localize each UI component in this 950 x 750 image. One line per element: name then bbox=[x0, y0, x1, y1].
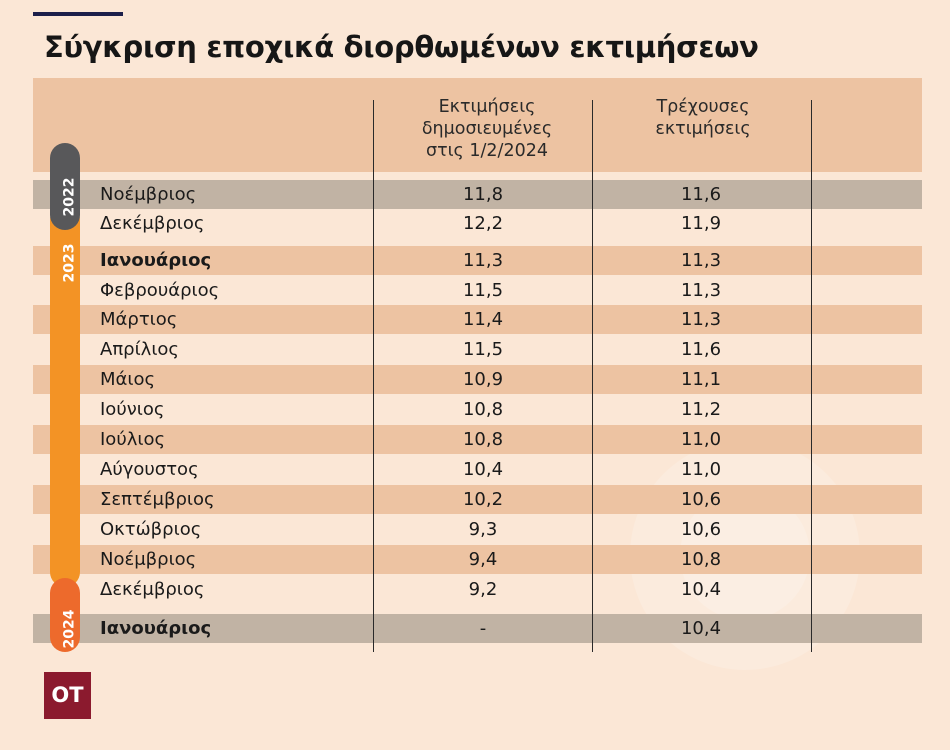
row-published-value: 11,4 bbox=[462, 309, 504, 330]
row-band-2023-jan bbox=[33, 246, 922, 275]
column-divider-3 bbox=[811, 100, 812, 652]
row-current-value: 11,6 bbox=[680, 184, 722, 205]
row-published-value: 10,9 bbox=[462, 369, 504, 390]
column-header-current-line-1: Τρέχουσες bbox=[656, 97, 750, 117]
row-band-2023-sep bbox=[33, 485, 922, 514]
row-month: Απρίλιος bbox=[100, 339, 179, 360]
row-published-value: 10,4 bbox=[462, 459, 504, 480]
row-published-value: 11,5 bbox=[462, 280, 504, 301]
row-published-value: 11,3 bbox=[462, 250, 504, 271]
row-month: Σεπτέμβριος bbox=[100, 489, 215, 510]
row-published-value: - bbox=[479, 618, 487, 639]
row-band-2023-nov bbox=[33, 545, 922, 574]
row-current-value: 11,3 bbox=[680, 280, 722, 301]
row-current-value: 10,6 bbox=[680, 489, 722, 510]
row-published-value: 10,8 bbox=[462, 429, 504, 450]
year-pill-2024 bbox=[50, 578, 80, 652]
row-band-2022-nov bbox=[33, 180, 922, 209]
row-month: Δεκέμβριος bbox=[100, 579, 205, 600]
column-header-published: Εκτιμήσεις δημοσιευμένες στις 1/2/2024 bbox=[387, 96, 587, 162]
row-month: Φεβρουάριος bbox=[100, 280, 220, 301]
year-pill-2022 bbox=[50, 143, 80, 230]
row-published-value: 9,3 bbox=[468, 519, 498, 540]
row-band-2023-may bbox=[33, 365, 922, 394]
column-header-published-line-1: Εκτιμήσεις bbox=[438, 97, 536, 117]
row-month: Νοέμβριος bbox=[100, 184, 197, 205]
year-label-2024-text: 2024 bbox=[61, 609, 78, 649]
table-header-background bbox=[33, 78, 922, 172]
row-current-value: 11,0 bbox=[680, 459, 722, 480]
page-title: Σύγκριση εποχικά διορθωμένων εκτιμήσεων bbox=[44, 30, 759, 64]
column-divider-2 bbox=[592, 100, 593, 652]
year-pill-2023 bbox=[50, 205, 80, 587]
row-band-2023-jul bbox=[33, 425, 922, 454]
row-month: Μάιος bbox=[100, 369, 156, 390]
row-month: Νοέμβριος bbox=[100, 549, 197, 570]
row-published-value: 10,2 bbox=[462, 489, 504, 510]
year-label-2023: 2023 bbox=[50, 244, 80, 283]
row-published-value: 11,5 bbox=[462, 339, 504, 360]
row-month: Μάρτιος bbox=[100, 309, 178, 330]
row-month: Ιανουάριος bbox=[100, 618, 212, 639]
year-label-2024: 2024 bbox=[50, 610, 80, 649]
column-divider-1 bbox=[373, 100, 374, 652]
column-header-current: Τρέχουσες εκτιμήσεις bbox=[603, 96, 803, 140]
row-month: Αύγουστος bbox=[100, 459, 199, 480]
row-month: Ιούνιος bbox=[100, 399, 165, 420]
row-published-value: 9,2 bbox=[468, 579, 498, 600]
row-current-value: 11,9 bbox=[680, 213, 722, 234]
year-label-2022: 2022 bbox=[50, 178, 80, 217]
row-published-value: 9,4 bbox=[468, 549, 498, 570]
row-current-value: 11,1 bbox=[680, 369, 722, 390]
row-current-value: 11,6 bbox=[680, 339, 722, 360]
row-current-value: 10,6 bbox=[680, 519, 722, 540]
row-current-value: 11,0 bbox=[680, 429, 722, 450]
row-current-value: 11,3 bbox=[680, 250, 722, 271]
year-label-2023-text: 2023 bbox=[61, 243, 78, 283]
row-current-value: 11,3 bbox=[680, 309, 722, 330]
row-month: Ιανουάριος bbox=[100, 250, 212, 271]
row-published-value: 10,8 bbox=[462, 399, 504, 420]
year-label-2022-text: 2022 bbox=[61, 177, 78, 217]
column-header-current-line-2: εκτιμήσεις bbox=[655, 119, 751, 139]
row-band-2024-jan bbox=[33, 614, 922, 643]
brand-logo: OT bbox=[44, 672, 91, 719]
row-current-value: 10,4 bbox=[680, 579, 722, 600]
row-month: Ιούλιος bbox=[100, 429, 166, 450]
row-published-value: 11,8 bbox=[462, 184, 504, 205]
row-published-value: 12,2 bbox=[462, 213, 504, 234]
row-month: Δεκέμβριος bbox=[100, 213, 205, 234]
row-current-value: 10,8 bbox=[680, 549, 722, 570]
row-current-value: 10,4 bbox=[680, 618, 722, 639]
row-month: Οκτώβριος bbox=[100, 519, 202, 540]
top-accent-bar bbox=[33, 12, 123, 16]
row-band-2023-mar bbox=[33, 305, 922, 334]
column-header-published-line-2: δημοσιευμένες bbox=[421, 119, 553, 139]
row-current-value: 11,2 bbox=[680, 399, 722, 420]
column-header-published-line-3: στις 1/2/2024 bbox=[426, 141, 548, 161]
